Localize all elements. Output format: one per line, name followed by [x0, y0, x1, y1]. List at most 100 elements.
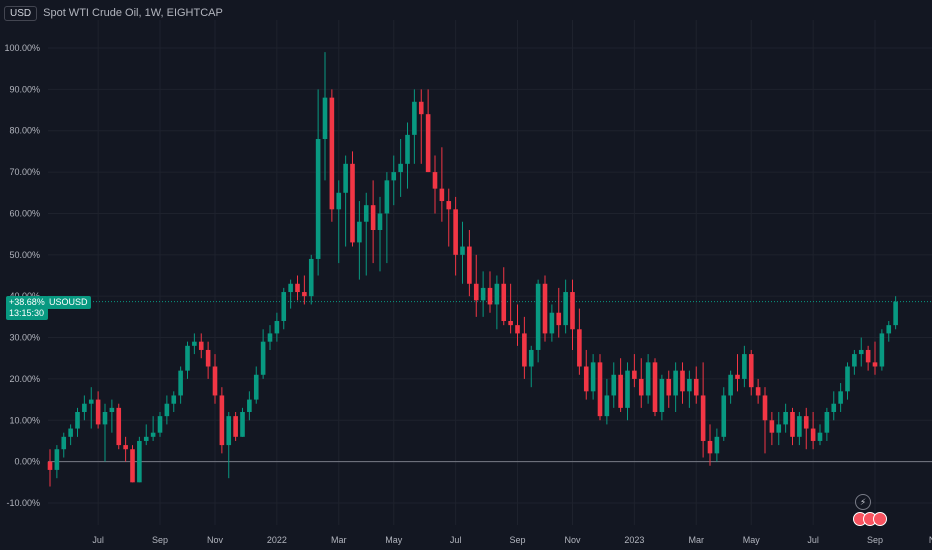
candle [583, 349, 589, 400]
candle [597, 354, 603, 421]
candle [707, 424, 713, 466]
x-tick-label: May [743, 535, 761, 545]
candle-body [838, 391, 843, 404]
y-tick-label: 80.00% [9, 126, 40, 136]
candle [357, 201, 362, 280]
candle-body [831, 403, 837, 412]
candle-body [233, 416, 238, 437]
y-tick-label: 10.00% [9, 415, 40, 425]
candle-body [295, 283, 300, 293]
symbol-badge: USOUSD [46, 296, 91, 309]
candle [240, 407, 245, 437]
candle-body [570, 292, 575, 330]
candle-body [192, 341, 197, 346]
candle [391, 155, 397, 206]
candle [68, 424, 73, 446]
y-tick-label: 90.00% [9, 84, 40, 94]
candle-body [797, 416, 802, 437]
candle [549, 304, 555, 342]
candle [577, 308, 582, 375]
events-flags[interactable] [853, 512, 887, 526]
candle-body [501, 283, 507, 321]
candle-body [212, 366, 218, 396]
candle-body [783, 412, 788, 425]
chart-title: Spot WTI Crude Oil, 1W, EIGHTCAP [43, 7, 223, 19]
candle-body [817, 432, 823, 441]
y-tick-label: 100.00% [4, 43, 40, 53]
candle [590, 354, 596, 400]
candle-body [845, 366, 850, 392]
candle [803, 407, 809, 450]
candle [769, 412, 775, 446]
candle-body [219, 395, 225, 446]
candle-body [728, 374, 733, 396]
candle [755, 378, 761, 404]
candle [528, 345, 534, 388]
candle-body [803, 416, 809, 429]
candle [95, 391, 101, 429]
candle-body [157, 416, 163, 433]
flag-icon[interactable] [873, 512, 887, 526]
candle [185, 341, 190, 379]
lightning-icon[interactable]: ⚡ [855, 494, 871, 510]
candle-body [453, 209, 458, 255]
y-tick-label: -10.00% [6, 498, 40, 508]
candle [288, 279, 293, 309]
candle [336, 180, 342, 264]
candle [54, 445, 60, 479]
candle-body [721, 395, 727, 437]
x-tick-label: Mar [331, 535, 347, 545]
candle [82, 395, 87, 421]
candle-body [611, 374, 617, 396]
candle [47, 449, 53, 487]
candle [253, 366, 259, 404]
candle [178, 366, 183, 404]
candle-body [302, 292, 307, 297]
candle-body [205, 349, 211, 367]
currency-button[interactable]: USD [4, 5, 38, 21]
y-axis[interactable]: 100.00%90.00%80.00%70.00%60.00%50.00%40.… [4, 43, 40, 508]
candle [322, 52, 328, 181]
candle-body [707, 440, 713, 454]
candle [673, 362, 678, 412]
x-tick-label: Mar [689, 535, 705, 545]
candle-body [563, 292, 568, 326]
candle [680, 362, 685, 404]
candle-body [357, 221, 362, 243]
candle [281, 287, 287, 330]
candle-body [137, 440, 142, 483]
candle-body [446, 201, 452, 210]
candle-body [171, 395, 177, 404]
candle [432, 155, 438, 214]
candle [164, 395, 170, 425]
candle [872, 341, 878, 375]
candle-body [769, 420, 775, 433]
candle-body [95, 399, 101, 425]
candle [233, 412, 238, 441]
candle [522, 316, 527, 379]
candle-body [494, 283, 500, 305]
candle [790, 407, 795, 446]
x-axis[interactable]: Jul Sep Nov 2022 Mar May Jul Sep Nov 2023 Mar May Ju… [92, 535, 932, 545]
candle-body [336, 192, 342, 210]
candle [418, 89, 424, 164]
candle [480, 271, 486, 317]
last-price-badge: +38.68% 13:15:30 [6, 296, 48, 320]
y-tick-label: 30.00% [9, 333, 40, 343]
candle-body [776, 424, 782, 433]
candle [570, 279, 575, 350]
candle [508, 283, 513, 334]
candle [879, 329, 885, 371]
x-tick-label: Nov [564, 535, 581, 545]
candle [102, 403, 108, 462]
candle [425, 89, 431, 173]
candle [824, 407, 830, 441]
candle-body [460, 246, 465, 255]
candle [852, 349, 857, 375]
candle-body [253, 374, 259, 400]
candle [219, 387, 225, 454]
candle-body [583, 366, 589, 392]
candle-body [755, 387, 761, 396]
candle-body [185, 345, 190, 371]
